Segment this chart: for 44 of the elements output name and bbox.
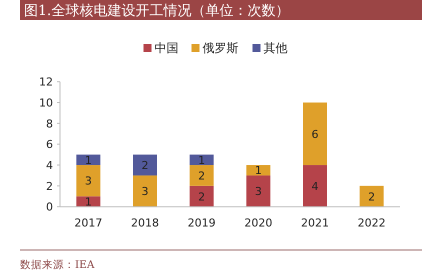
x-tick-label: 2022 [358, 216, 386, 230]
legend-label: 俄罗斯 [202, 41, 238, 55]
data-label: 1 [84, 195, 92, 208]
source-note: 数据来源：IEA [20, 258, 95, 271]
bar [190, 165, 214, 186]
data-label: 1 [254, 164, 262, 178]
bar [76, 154, 100, 166]
y-tick-label: 2 [46, 180, 53, 193]
x-tick-label: 2019 [188, 216, 216, 230]
y-tick-label: 0 [46, 200, 53, 214]
bar [303, 102, 327, 166]
bar [133, 175, 157, 207]
data-label: 2 [142, 159, 148, 172]
legend-label: 中国 [154, 41, 178, 55]
y-tick-label: 4 [46, 159, 53, 172]
bar [190, 186, 214, 207]
x-tick-label: 2021 [301, 216, 329, 230]
y-tick-label: 10 [39, 96, 53, 110]
bar [246, 165, 270, 176]
y-tick-label: 12 [39, 76, 53, 89]
title-banner: 图1.全球核电建设开工情况（单位：次数） [20, 0, 422, 20]
bar [190, 154, 214, 166]
bar [76, 165, 100, 196]
data-label: 3 [84, 174, 92, 188]
bar [360, 186, 384, 207]
data-label: 1 [84, 154, 92, 167]
data-label: 3 [254, 185, 262, 198]
chart-title: 图1.全球核电建设开工情况（单位：次数） [24, 3, 290, 19]
bar [303, 165, 327, 207]
data-label: 3 [142, 185, 148, 198]
data-label: 2 [368, 190, 376, 204]
x-tick-label: 2017 [74, 216, 102, 230]
data-label: 4 [312, 180, 318, 193]
data-label: 2 [198, 169, 206, 182]
y-tick-label: 8 [46, 117, 53, 130]
x-tick-label: 2020 [244, 216, 272, 230]
y-tick-label: 6 [46, 138, 53, 152]
x-tick-label: 2018 [131, 216, 159, 230]
data-label: 1 [198, 154, 206, 167]
bar [246, 175, 270, 207]
bar [133, 154, 157, 176]
data-label: 6 [312, 128, 318, 141]
data-label: 2 [198, 190, 206, 204]
legend-label: 其他 [264, 41, 288, 55]
